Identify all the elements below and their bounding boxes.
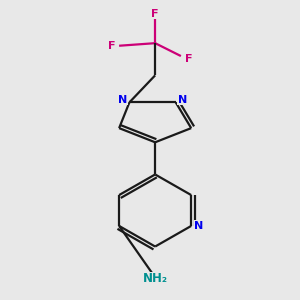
Text: F: F [152, 9, 159, 19]
Text: N: N [194, 221, 203, 231]
Text: F: F [108, 41, 115, 51]
Text: N: N [118, 95, 128, 105]
Text: F: F [185, 54, 192, 64]
Text: N: N [178, 95, 187, 105]
Text: NH₂: NH₂ [142, 272, 168, 285]
